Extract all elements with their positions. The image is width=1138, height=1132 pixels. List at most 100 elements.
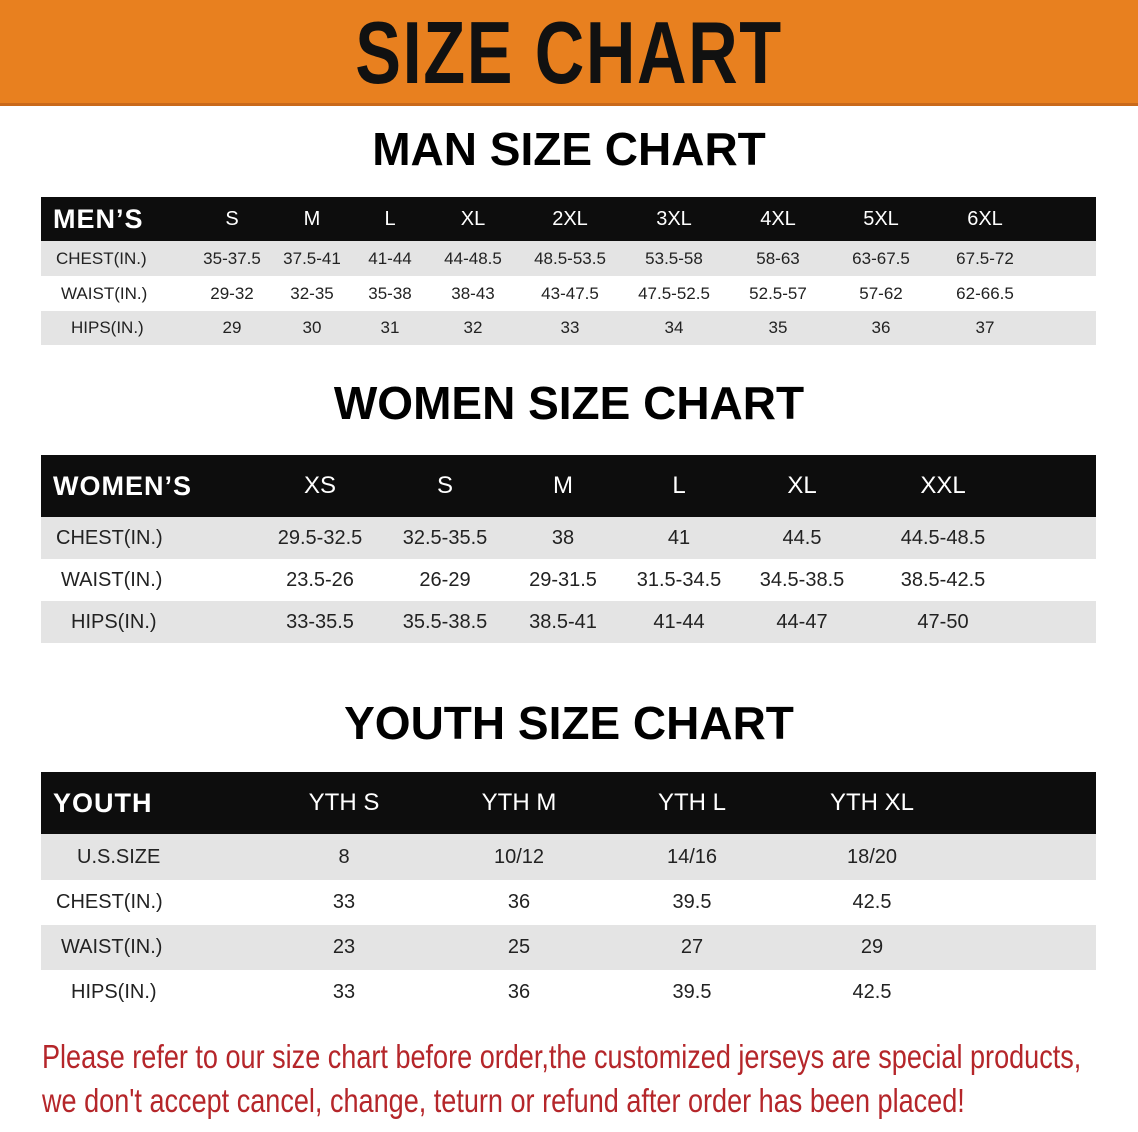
table-cell: 44-48.5 [444,249,502,268]
size-header-3xl: 3XL [656,208,692,230]
header-label: MEN’S [53,204,144,234]
size-header-xs: XS [303,472,337,499]
table-cell: 38-43 [451,284,495,303]
size-header-6xl: 6XL [967,208,1003,230]
table-cell: 32 [463,318,483,337]
size-header-l: L [672,472,686,499]
table-cell: 29 [222,318,242,337]
table-cell: 14/16 [666,846,718,868]
table-cell: 44-47 [776,611,828,633]
table-cell: 32.5-35.5 [402,527,488,549]
table-cell: 27 [680,936,704,958]
table-cell: 8 [338,846,350,868]
table-cell: 33 [332,891,356,913]
table-cell: 52.5-57 [749,284,807,303]
table-cell: 48.5-53.5 [534,249,606,268]
table-row: U.S.SIZE 8 10/12 14/16 18/20 [41,834,1096,880]
table-cell: 42.5 [852,891,892,913]
table-cell: 23 [332,936,356,958]
row-label: U.S.SIZE [77,846,161,868]
table-header: MEN’S S M L XL 2XL 3XL 4XL 5XL 6XL [41,197,1096,241]
row-label: HIPS(IN.) [71,981,157,1003]
table-cell: 29.5-32.5 [277,527,363,549]
table-cell: 38 [551,527,575,549]
table-cell: 31.5-34.5 [636,569,722,591]
size-header-xl: XL [787,472,817,499]
row-label: HIPS(IN.) [71,318,144,337]
size-header-yth-m: YTH M [481,789,557,816]
table-cell: 41-44 [653,611,705,633]
size-header-yth-xl: YTH XL [829,789,915,816]
row-label: WAIST(IN.) [61,936,163,958]
table-cell: 53.5-58 [645,249,703,268]
header-label: YOUTH [53,788,153,818]
row-label: WAIST(IN.) [61,284,148,303]
table-cell: 35-37.5 [203,249,261,268]
table-row: HIPS(IN.) 33-35.5 35.5-38.5 38.5-41 41-44 44-… [41,601,1096,643]
table-cell: 47-50 [917,611,969,633]
size-header-2xl: 2XL [552,208,588,230]
size-header-4xl: 4XL [760,208,796,230]
table-cell: 29 [860,936,884,958]
size-header-m: M [553,472,573,499]
table-header: YOUTH YTH S YTH M YTH L YTH XL [41,772,1096,834]
table-cell: 36 [871,318,891,337]
table-cell: 33 [560,318,580,337]
table-cell: 58-63 [756,249,800,268]
table-row: CHEST(IN.) 35-37.5 37.5-41 41-44 44-48.5 48.5… [41,241,1096,276]
table-row: CHEST(IN.) 33 36 39.5 42.5 [41,880,1096,925]
size-header-xl: XL [460,208,486,230]
size-header-s: S [436,472,454,499]
table-cell: 43-47.5 [541,284,599,303]
row-label: CHEST(IN.) [56,891,163,913]
size-header-yth-s: YTH S [308,789,380,816]
size-header-5xl: 5XL [863,208,899,230]
table-cell: 37 [975,318,995,337]
table-cell: 44.5-48.5 [900,527,986,549]
women-section-title: WOMEN SIZE CHART [333,377,805,429]
table-cell: 44.5 [782,527,822,549]
row-label: WAIST(IN.) [61,569,163,591]
table-cell: 18/20 [846,846,898,868]
table-cell: 38.5-41 [529,611,597,633]
notice-line-2: we don't accept cancel, change, teturn o… [42,1082,965,1119]
table-cell: 35 [768,318,788,337]
table-cell: 41-44 [368,249,412,268]
youth-section-title: YOUTH SIZE CHART [344,697,794,749]
men-section-title: MAN SIZE CHART [372,123,766,175]
table-cell: 31 [380,318,400,337]
table-cell: 39.5 [672,891,712,913]
row-label: HIPS(IN.) [71,611,157,633]
table-header: WOMEN’S XS S M L XL XXL [41,455,1096,517]
table-row: WAIST(IN.) 23.5-26 26-29 29-31.5 31.5-34.5 34… [41,559,1096,601]
header-label: WOMEN’S [53,471,192,501]
table-cell: 41 [667,527,691,549]
size-header-s: S [225,208,239,230]
table-cell: 29-32 [210,284,254,303]
table-cell: 42.5 [852,981,892,1003]
table-row: HIPS(IN.) 29 30 31 32 33 34 35 36 37 [41,311,1096,345]
page-title: SIZE CHART [355,3,783,102]
row-label: CHEST(IN.) [56,249,147,268]
table-cell: 35-38 [368,284,412,303]
table-row: HIPS(IN.) 33 36 39.5 42.5 [41,970,1096,1015]
table-cell: 23.5-26 [286,569,354,591]
table-cell: 37.5-41 [283,249,341,268]
size-chart-banner: SIZE CHART [0,0,1138,106]
table-cell: 33-35.5 [286,611,354,633]
size-header-yth-l: YTH L [657,789,727,816]
table-cell: 36 [507,891,531,913]
table-cell: 38.5-42.5 [900,569,986,591]
table-row: CHEST(IN.) 29.5-32.5 32.5-35.5 38 41 44.5 44.5… [41,517,1096,559]
table-cell: 25 [507,936,531,958]
table-cell: 62-66.5 [956,284,1014,303]
table-cell: 34 [664,318,684,337]
table-cell: 57-62 [859,284,903,303]
table-row: WAIST(IN.) 29-32 32-35 35-38 38-43 43-47.5 47.… [41,276,1096,311]
table-row: WAIST(IN.) 23 25 27 29 [41,925,1096,970]
table-cell: 63-67.5 [852,249,910,268]
size-header-m: M [303,208,321,230]
table-cell: 26-29 [419,569,471,591]
table-cell: 67.5-72 [956,249,1014,268]
notice-line-1: Please refer to our size chart before or… [42,1038,1082,1075]
